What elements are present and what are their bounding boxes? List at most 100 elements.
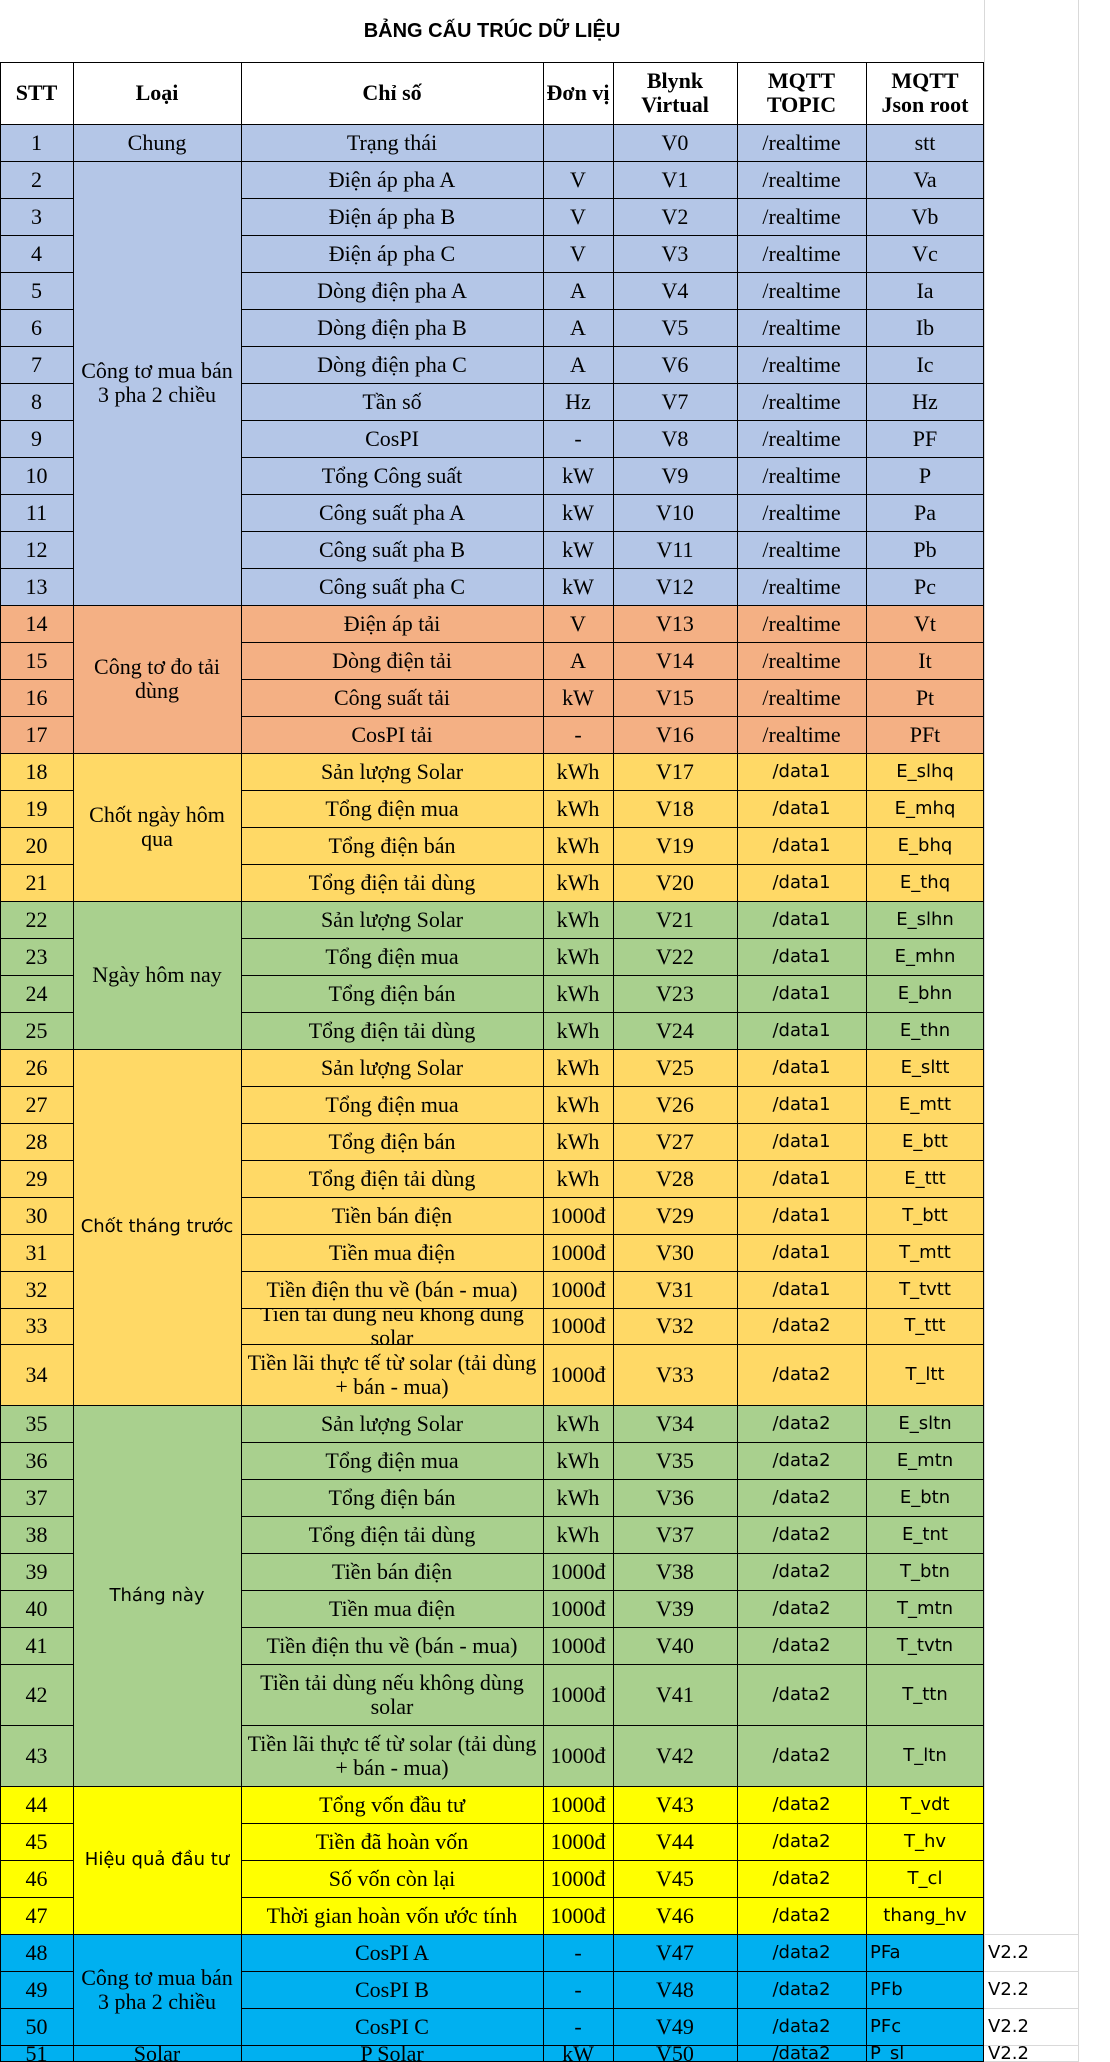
- cell-blynk-virtual: V33: [613, 1344, 737, 1405]
- grid-line: [0, 383, 73, 384]
- cell-chi-so: Tổng điện mua: [241, 790, 543, 827]
- cell-mqtt-json-root: Vc: [866, 235, 984, 272]
- cell-mqtt-json-root: P: [866, 457, 984, 494]
- cell-don-vi: 1000đ: [543, 1897, 613, 1934]
- grid-line: [241, 1442, 984, 1443]
- cell-stt: 35: [0, 1405, 73, 1442]
- cell-mqtt-json-root: E_btn: [866, 1479, 984, 1516]
- grid-line: [241, 642, 984, 643]
- cell-chi-so: Tiền đã hoàn vốn: [241, 1823, 543, 1860]
- cell-mqtt-json-root: E_mhq: [866, 790, 984, 827]
- grid-line: [73, 1405, 241, 1406]
- cell-stt: 3: [0, 198, 73, 235]
- grid-line: [241, 975, 984, 976]
- grid-line: [241, 1123, 984, 1124]
- grid-line: [0, 1897, 73, 1898]
- grid-line: [0, 1553, 73, 1554]
- cell-blynk-virtual: V36: [613, 1479, 737, 1516]
- cell-don-vi: 1000đ: [543, 1664, 613, 1725]
- cell-blynk-virtual: V9: [613, 457, 737, 494]
- grid-line: [0, 1234, 73, 1235]
- cell-stt: 43: [0, 1725, 73, 1786]
- cell-chi-so: P Solar: [241, 2045, 543, 2062]
- cell-don-vi: kWh: [543, 790, 613, 827]
- grid-line: [0, 1823, 73, 1824]
- cell-stt: 26: [0, 1049, 73, 1086]
- grid-line: [241, 1971, 984, 1972]
- cell-chi-so: Điện áp tải: [241, 605, 543, 642]
- cell-mqtt-topic: /realtime: [737, 716, 866, 753]
- cell-stt: 22: [0, 901, 73, 938]
- cell-mqtt-topic: /data2: [737, 1664, 866, 1725]
- grid-line: [0, 1786, 73, 1787]
- cell-mqtt-json-root: T_ttt: [866, 1308, 984, 1344]
- cell-chi-so: Tổng điện mua: [241, 1442, 543, 1479]
- cell-chi-so: CosPI B: [241, 1971, 543, 2008]
- grid-line: [241, 272, 984, 273]
- cell-stt: 51: [0, 2045, 73, 2062]
- cell-mqtt-json-root: T_tvtn: [866, 1627, 984, 1664]
- cell-stt: 33: [0, 1308, 73, 1344]
- cell-don-vi: Hz: [543, 383, 613, 420]
- grid-line: [73, 62, 74, 2062]
- cell-blynk-virtual: V37: [613, 1516, 737, 1553]
- cell-chi-so: Sản lượng Solar: [241, 1405, 543, 1442]
- grid-line: [73, 1786, 241, 1787]
- grid-line: [0, 753, 73, 754]
- cell-blynk-virtual: V14: [613, 642, 737, 679]
- cell-mqtt-topic: /data2: [737, 1344, 866, 1405]
- cell-loai-group: Ngày hôm nay: [73, 901, 241, 1049]
- grid-line: [241, 161, 984, 162]
- grid-line: [241, 1308, 984, 1309]
- cell-blynk-virtual: V19: [613, 827, 737, 864]
- cell-mqtt-topic: /data1: [737, 901, 866, 938]
- grid-line: [241, 2008, 984, 2009]
- cell-mqtt-topic: /realtime: [737, 494, 866, 531]
- cell-stt: 38: [0, 1516, 73, 1553]
- cell-don-vi: 1000đ: [543, 1823, 613, 1860]
- cell-mqtt-topic: /realtime: [737, 531, 866, 568]
- cell-don-vi: -: [543, 1934, 613, 1971]
- grid-line: [0, 1197, 73, 1198]
- grid-line: [0, 1971, 73, 1972]
- cell-mqtt-topic: /data2: [737, 2045, 866, 2062]
- cell-don-vi: kW: [543, 457, 613, 494]
- grid-line: [0, 1860, 73, 1861]
- grid-line: [984, 2045, 1078, 2046]
- cell-stt: 37: [0, 1479, 73, 1516]
- cell-mqtt-json-root: E_mtt: [866, 1086, 984, 1123]
- cell-chi-so: Thời gian hoàn vốn ước tính: [241, 1897, 543, 1934]
- cell-don-vi: kWh: [543, 864, 613, 901]
- cell-loai-group: Chung: [73, 124, 241, 161]
- grid-line: [984, 1971, 1078, 1972]
- column-header-loai: Loại: [73, 62, 241, 124]
- grid-line: [241, 2045, 984, 2046]
- cell-stt: 20: [0, 827, 73, 864]
- grid-line: [0, 124, 984, 125]
- cell-mqtt-topic: /realtime: [737, 679, 866, 716]
- grid-line: [241, 864, 984, 865]
- grid-line: [0, 1664, 73, 1665]
- cell-mqtt-json-root: PFb: [866, 1971, 984, 2008]
- cell-chi-so: Tổng điện tải dùng: [241, 1160, 543, 1197]
- grid-line: [73, 1049, 241, 1050]
- cell-mqtt-json-root: E_mtn: [866, 1442, 984, 1479]
- cell-blynk-virtual: V39: [613, 1590, 737, 1627]
- cell-mqtt-topic: /realtime: [737, 457, 866, 494]
- cell-blynk-virtual: V40: [613, 1627, 737, 1664]
- grid-line: [0, 568, 73, 569]
- cell-blynk-virtual: V29: [613, 1197, 737, 1234]
- grid-line: [241, 1405, 984, 1406]
- cell-don-vi: V: [543, 235, 613, 272]
- cell-chi-so: Tổng điện bán: [241, 1479, 543, 1516]
- cell-mqtt-topic: /realtime: [737, 161, 866, 198]
- grid-line: [0, 309, 73, 310]
- cell-chi-so: Điện áp pha B: [241, 198, 543, 235]
- grid-line: [241, 235, 984, 236]
- column-header-blynk: Blynk Virtual: [613, 62, 737, 124]
- grid-line: [0, 1627, 73, 1628]
- cell-stt: 13: [0, 568, 73, 605]
- cell-stt: 11: [0, 494, 73, 531]
- grid-line: [241, 716, 984, 717]
